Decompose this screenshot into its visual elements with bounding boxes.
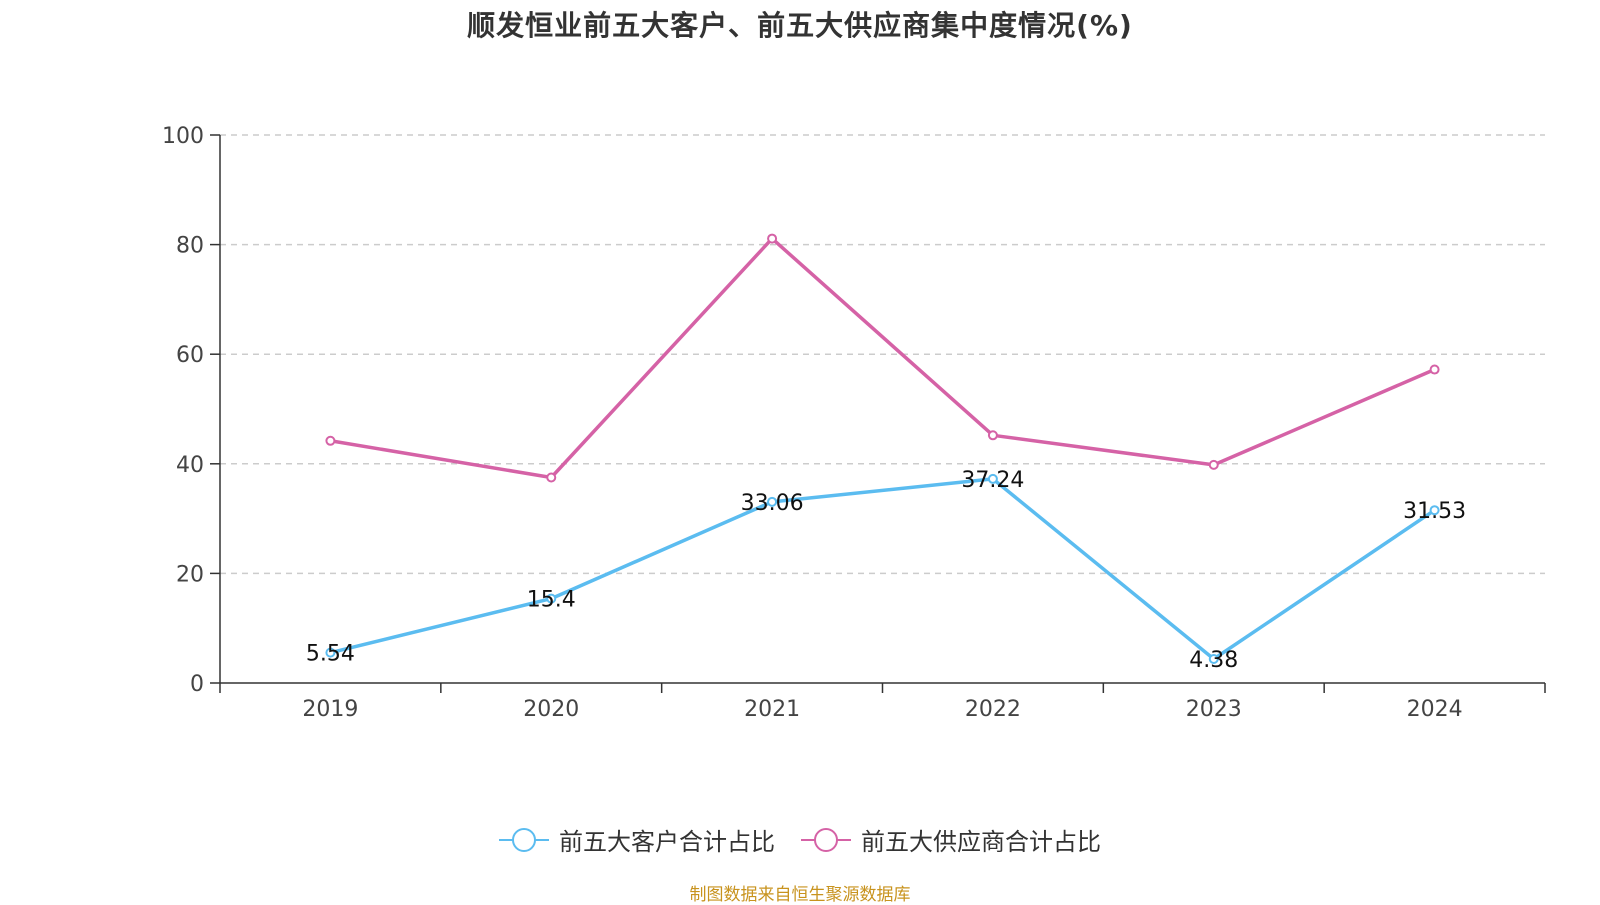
series-1-point-2023 bbox=[1208, 459, 1219, 470]
y-tick-label-60: 60 bbox=[176, 343, 204, 368]
y-tick-label-80: 80 bbox=[176, 234, 204, 259]
legend-item-suppliers[interactable]: 前五大供应商合计占比 bbox=[801, 822, 1101, 857]
x-tick-label-2021: 2021 bbox=[744, 697, 800, 722]
chart-title: 顺发恒业前五大客户、前五大供应商集中度情况(%) bbox=[467, 9, 1133, 42]
x-tick-label-2024: 2024 bbox=[1407, 697, 1463, 722]
series-line-1 bbox=[330, 236, 1436, 480]
series-0-point-2024 bbox=[1429, 505, 1440, 516]
axes: 0 20 40 60 80 100 2019 2020 2021 2022 2023 2024 bbox=[162, 124, 1546, 722]
data-label-0-2023: 4.38 bbox=[1189, 648, 1238, 673]
series-0-point-2020 bbox=[546, 593, 557, 604]
grid-lines bbox=[220, 134, 1545, 575]
y-tick-label-100: 100 bbox=[162, 124, 204, 149]
series-line-0 bbox=[330, 477, 1436, 661]
series-0-point-2022 bbox=[987, 473, 998, 484]
y-tick-label-0: 0 bbox=[190, 672, 204, 697]
x-tick-label-2023: 2023 bbox=[1186, 697, 1242, 722]
series-1-point-2024 bbox=[1429, 364, 1440, 375]
series-0-point-2023 bbox=[1208, 653, 1219, 664]
x-tick-label-2022: 2022 bbox=[965, 697, 1021, 722]
legend-item-customers[interactable]: 前五大客户合计占比 bbox=[499, 822, 775, 857]
data-label-0-2024: 31.53 bbox=[1403, 499, 1466, 524]
series-1-point-2020 bbox=[546, 472, 557, 483]
series-lines bbox=[325, 233, 1440, 664]
series-1-point-2021 bbox=[767, 233, 778, 244]
legend-marker-customers bbox=[499, 827, 549, 852]
legend-label-customers: 前五大客户合计占比 bbox=[559, 828, 775, 856]
legend: 前五大客户合计占比 前五大供应商合计占比 bbox=[0, 822, 1600, 857]
data-label-0-2020: 15.4 bbox=[527, 588, 576, 613]
data-label-0-2021: 33.06 bbox=[741, 491, 804, 516]
data-label-0-2019: 5.54 bbox=[306, 642, 355, 667]
data-labels: 5.54 15.4 33.06 37.24 4.38 31.53 bbox=[306, 468, 1466, 673]
y-tick-label-20: 20 bbox=[176, 562, 204, 587]
series-1-point-2019 bbox=[325, 435, 336, 446]
series-0-point-2019 bbox=[325, 647, 336, 658]
y-tick-label-40: 40 bbox=[176, 453, 204, 478]
data-label-0-2022: 37.24 bbox=[961, 468, 1024, 493]
series-0-point-2021 bbox=[767, 496, 778, 507]
legend-label-suppliers: 前五大供应商合计占比 bbox=[861, 828, 1101, 856]
x-tick-label-2019: 2019 bbox=[302, 697, 358, 722]
legend-marker-suppliers bbox=[801, 827, 851, 852]
x-tick-label-2020: 2020 bbox=[523, 697, 579, 722]
series-1-point-2022 bbox=[987, 430, 998, 441]
source-note: 制图数据来自恒生聚源数据库 bbox=[689, 885, 911, 905]
